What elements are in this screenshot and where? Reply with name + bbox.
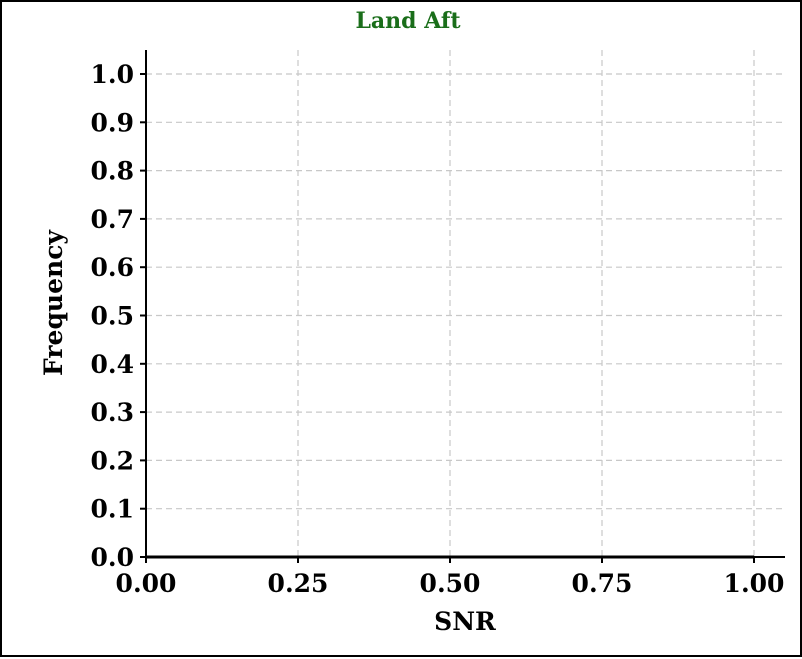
y-tick-label: 0.0 [91, 543, 135, 572]
y-tick-label: 1.0 [91, 60, 135, 89]
y-tick-label: 0.2 [91, 446, 135, 475]
y-tick-label: 0.1 [91, 495, 135, 524]
y-tick-label: 0.8 [91, 157, 135, 186]
y-axis-label: Frequency [39, 229, 68, 376]
x-tick-label: 0.00 [116, 569, 177, 598]
x-tick-label: 0.75 [572, 569, 633, 598]
y-tick-label: 0.9 [91, 108, 135, 137]
y-tick-label: 0.6 [91, 253, 135, 282]
x-axis-label: SNR [434, 607, 496, 636]
chart-title: Land Aft [355, 8, 461, 34]
x-tick-label: 0.50 [420, 569, 481, 598]
y-tick-labels: 0.0 0.1 0.2 0.3 0.4 0.5 0.6 0.7 0.8 0.9 1.0 [91, 60, 146, 572]
x-tick-label: 0.25 [268, 569, 329, 598]
x-tick-labels: 0.00 0.25 0.50 0.75 1.00 [116, 557, 785, 598]
y-tick-label: 0.5 [91, 302, 135, 331]
y-tick-label: 0.7 [91, 205, 135, 234]
y-tick-label: 0.3 [91, 398, 135, 427]
y-tick-label: 0.4 [91, 350, 135, 379]
x-tick-label: 1.00 [724, 569, 785, 598]
grid [146, 50, 785, 557]
